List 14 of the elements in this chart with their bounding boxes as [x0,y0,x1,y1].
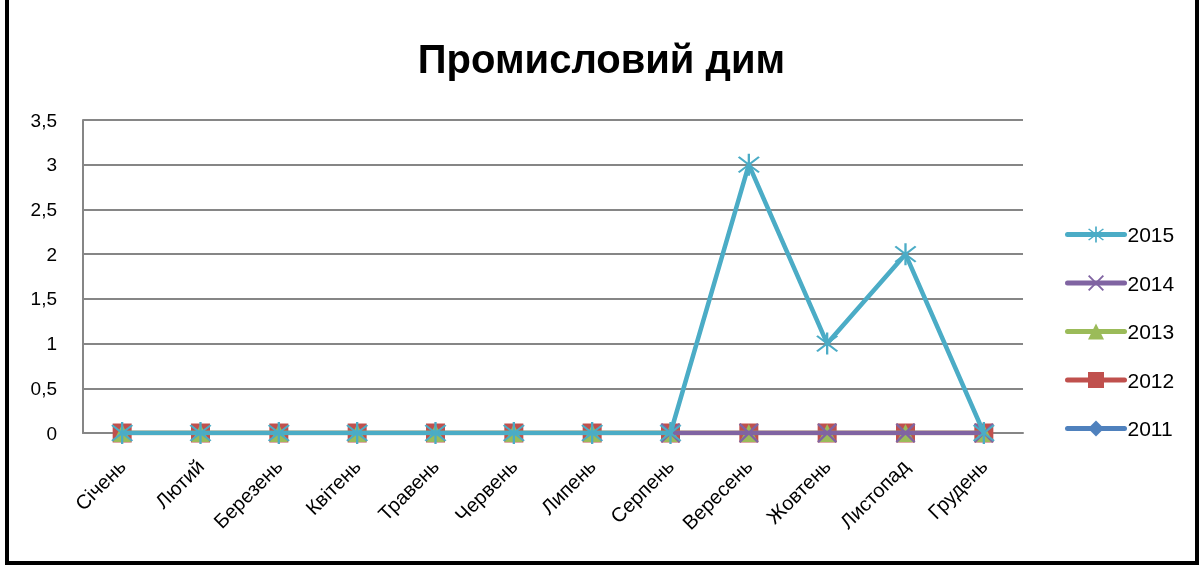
y-tick-label: 1 [46,333,57,355]
chart-title: Промисловий дим [417,37,786,81]
legend-label: 2011 [1127,417,1173,440]
y-tick-label: 1,5 [30,288,57,310]
y-tick-label: 2,5 [30,198,57,220]
legend-label: 2015 [1127,223,1175,246]
y-tick-label: 0,5 [30,377,57,399]
y-tick-label: 3,5 [30,109,57,131]
y-tick-label: 2 [46,243,57,265]
legend-label: 2012 [1127,368,1175,392]
y-tick-label: 0 [46,422,57,444]
y-tick-label: 3 [46,154,57,176]
legend-label: 2014 [1127,271,1175,295]
legend-label: 2013 [1127,320,1175,343]
